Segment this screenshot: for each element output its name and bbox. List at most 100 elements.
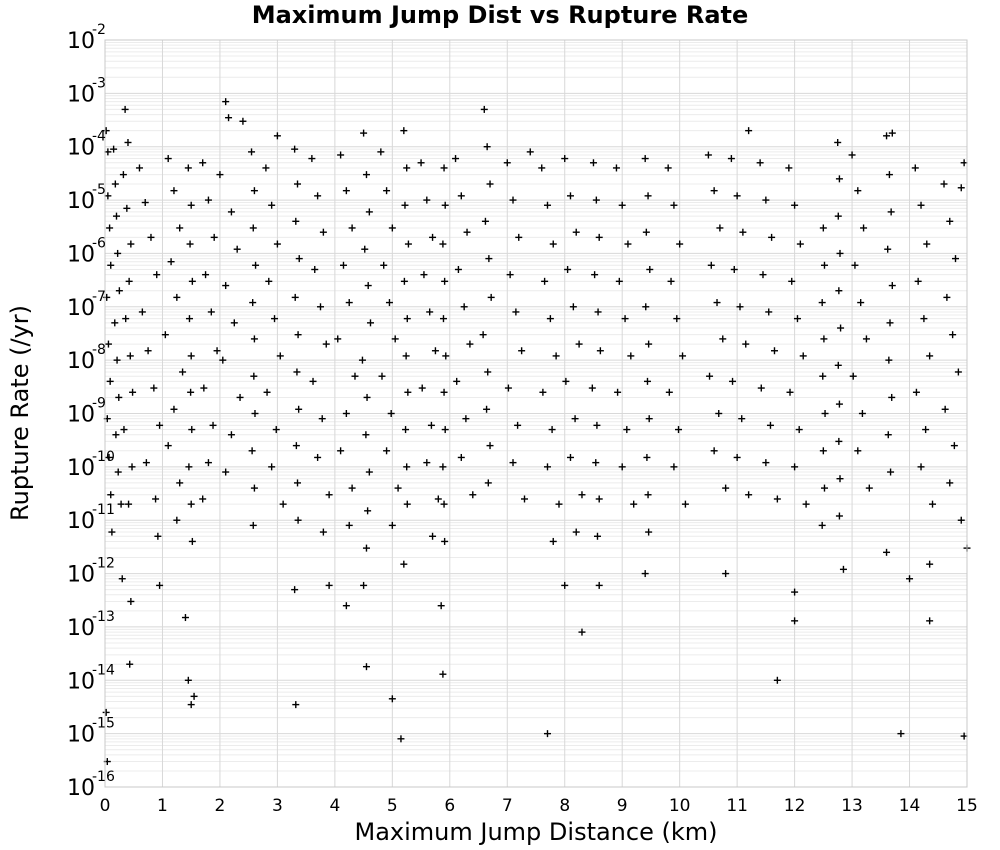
data-point bbox=[366, 319, 374, 327]
data-point bbox=[818, 299, 826, 307]
data-point bbox=[102, 127, 110, 135]
data-point bbox=[391, 335, 399, 343]
data-point bbox=[739, 228, 747, 236]
data-point bbox=[127, 597, 135, 605]
data-point bbox=[504, 384, 512, 392]
data-point bbox=[294, 180, 302, 188]
data-point bbox=[418, 384, 426, 392]
data-point bbox=[314, 192, 322, 200]
y-tick-label: 10 bbox=[67, 189, 95, 214]
data-point bbox=[518, 347, 526, 355]
data-point bbox=[887, 468, 895, 476]
data-point bbox=[441, 537, 449, 545]
data-point bbox=[188, 426, 196, 434]
data-point bbox=[185, 463, 193, 471]
data-point bbox=[719, 335, 727, 343]
data-point bbox=[295, 255, 303, 263]
x-tick-label: 10 bbox=[669, 796, 691, 816]
data-point bbox=[960, 159, 968, 167]
x-tick-label: 5 bbox=[387, 796, 398, 816]
data-point bbox=[291, 586, 299, 594]
data-point bbox=[199, 159, 207, 167]
data-point bbox=[114, 468, 122, 476]
data-point bbox=[440, 388, 448, 396]
data-point bbox=[849, 372, 857, 380]
data-point bbox=[181, 614, 189, 622]
y-tick-label: 10 bbox=[67, 563, 95, 588]
data-point bbox=[119, 171, 127, 179]
data-point bbox=[641, 570, 649, 578]
data-point bbox=[791, 463, 799, 471]
data-point bbox=[153, 271, 161, 279]
data-point bbox=[439, 670, 447, 678]
data-point bbox=[722, 484, 730, 492]
x-tick-label: 0 bbox=[100, 796, 111, 816]
data-point bbox=[835, 287, 843, 295]
data-point bbox=[186, 240, 194, 248]
data-point bbox=[834, 212, 842, 220]
data-point bbox=[423, 459, 431, 467]
data-point bbox=[135, 164, 143, 172]
data-point bbox=[615, 277, 623, 285]
data-point bbox=[318, 415, 326, 423]
x-tick-labels: 0 1 2 3 4 5 6 7 8 9 10 11 12 13 14 15 bbox=[100, 796, 978, 816]
data-point bbox=[207, 308, 215, 316]
data-point bbox=[727, 155, 735, 163]
data-point bbox=[950, 442, 958, 450]
data-point bbox=[213, 347, 221, 355]
data-point bbox=[710, 447, 718, 455]
data-point bbox=[402, 426, 410, 434]
data-point bbox=[441, 426, 449, 434]
data-point bbox=[679, 352, 687, 360]
data-point bbox=[452, 155, 460, 163]
data-point bbox=[176, 479, 184, 487]
data-point bbox=[765, 308, 773, 316]
data-point bbox=[252, 261, 260, 269]
data-point bbox=[538, 164, 546, 172]
data-point bbox=[187, 352, 195, 360]
data-point bbox=[403, 315, 411, 323]
data-point bbox=[387, 410, 395, 417]
data-point bbox=[621, 315, 629, 323]
data-point bbox=[785, 164, 793, 172]
data-point bbox=[836, 249, 844, 257]
data-point bbox=[957, 516, 965, 524]
data-point bbox=[362, 544, 370, 552]
data-point bbox=[144, 347, 152, 355]
data-point bbox=[129, 388, 137, 396]
data-point bbox=[644, 491, 652, 499]
data-point bbox=[112, 212, 120, 220]
data-point bbox=[190, 692, 198, 700]
data-point bbox=[118, 575, 126, 583]
data-point bbox=[457, 453, 465, 461]
data-point bbox=[236, 393, 244, 401]
data-point bbox=[667, 277, 675, 285]
data-point bbox=[957, 184, 965, 192]
y-tick-label: 10 bbox=[67, 242, 95, 267]
data-point bbox=[403, 463, 411, 471]
data-point bbox=[348, 224, 356, 232]
data-point bbox=[791, 617, 799, 625]
data-point bbox=[546, 315, 554, 323]
data-point bbox=[161, 331, 169, 339]
data-point bbox=[595, 581, 603, 589]
data-point bbox=[401, 201, 409, 209]
data-point bbox=[319, 528, 327, 536]
data-point bbox=[262, 164, 270, 172]
data-point bbox=[738, 415, 746, 423]
data-point bbox=[549, 537, 557, 545]
data-point bbox=[222, 468, 230, 476]
y-tick-exponent: -5 bbox=[92, 182, 106, 198]
data-point bbox=[439, 463, 447, 471]
data-point bbox=[365, 468, 373, 476]
data-point bbox=[733, 192, 741, 200]
y-tick-label: 10 bbox=[67, 349, 95, 374]
x-tick-label: 3 bbox=[272, 796, 283, 816]
data-point bbox=[883, 548, 891, 556]
data-point bbox=[345, 521, 353, 529]
data-point bbox=[342, 187, 350, 195]
data-point bbox=[441, 277, 449, 285]
data-point bbox=[641, 155, 649, 163]
data-point bbox=[906, 575, 914, 583]
data-point bbox=[926, 617, 934, 625]
